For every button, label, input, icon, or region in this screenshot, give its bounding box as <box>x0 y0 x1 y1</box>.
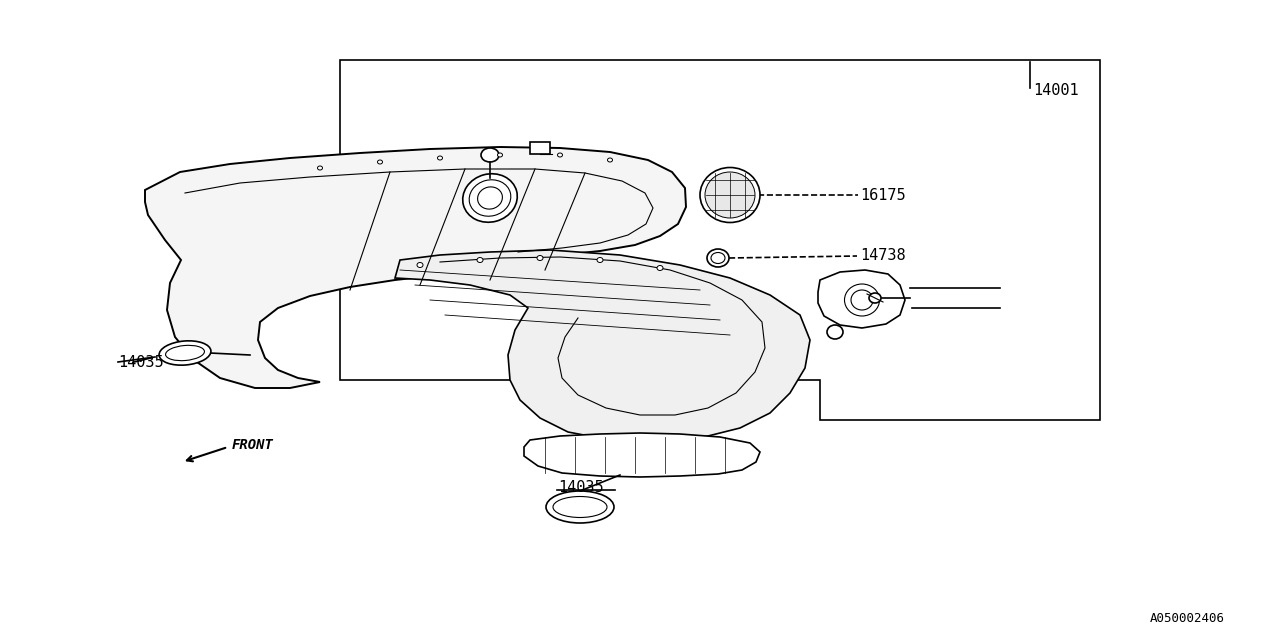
Text: 14001: 14001 <box>1033 83 1079 97</box>
Text: A050002406: A050002406 <box>1149 611 1225 625</box>
Ellipse shape <box>845 284 879 316</box>
Ellipse shape <box>438 156 443 160</box>
Ellipse shape <box>657 266 663 271</box>
Ellipse shape <box>596 257 603 262</box>
Ellipse shape <box>851 290 873 310</box>
Text: 14035: 14035 <box>558 481 604 495</box>
Ellipse shape <box>477 257 483 262</box>
Ellipse shape <box>378 160 383 164</box>
Ellipse shape <box>470 180 511 216</box>
Polygon shape <box>818 270 905 328</box>
Ellipse shape <box>547 491 614 523</box>
Ellipse shape <box>481 148 499 162</box>
Ellipse shape <box>553 497 607 518</box>
Polygon shape <box>145 147 686 388</box>
Text: 14035: 14035 <box>118 355 164 369</box>
Ellipse shape <box>700 168 760 223</box>
Ellipse shape <box>463 173 517 222</box>
Ellipse shape <box>165 346 205 361</box>
Ellipse shape <box>705 172 755 218</box>
Ellipse shape <box>477 187 503 209</box>
Text: 14738: 14738 <box>860 248 906 262</box>
Ellipse shape <box>498 153 503 157</box>
Ellipse shape <box>710 253 724 264</box>
Ellipse shape <box>317 166 323 170</box>
Text: FRONT: FRONT <box>232 438 274 452</box>
Bar <box>530 142 550 154</box>
Ellipse shape <box>159 341 211 365</box>
Text: 16175: 16175 <box>860 188 906 202</box>
Ellipse shape <box>417 262 422 268</box>
Polygon shape <box>340 60 1100 420</box>
Polygon shape <box>396 250 810 442</box>
Polygon shape <box>524 433 760 477</box>
Ellipse shape <box>869 293 881 303</box>
Ellipse shape <box>827 325 844 339</box>
Ellipse shape <box>707 249 730 267</box>
Ellipse shape <box>538 255 543 260</box>
Ellipse shape <box>558 153 562 157</box>
Ellipse shape <box>608 158 613 162</box>
